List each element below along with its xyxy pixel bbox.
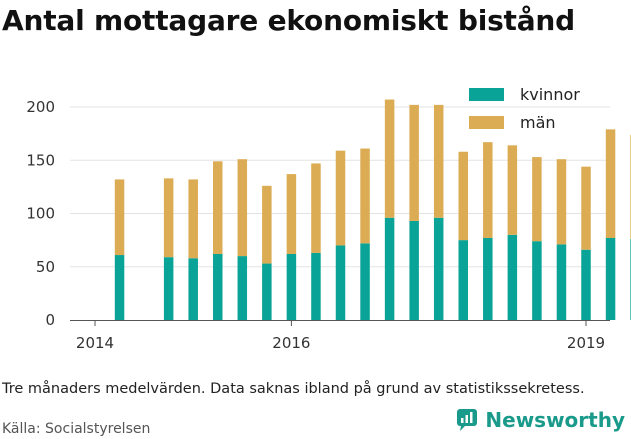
footnote: Tre månaders medelvärden. Data saknas ib… xyxy=(2,381,585,397)
x-tick-label: 2019 xyxy=(567,334,605,352)
bar-man xyxy=(237,159,248,257)
legend-label: män xyxy=(520,113,556,132)
y-axis-ticks: 0 50 100 150 200 xyxy=(26,98,55,329)
newsworthy-logo-text: Newsworthy xyxy=(485,408,625,432)
legend-swatch xyxy=(469,88,504,101)
legend-swatch xyxy=(469,116,504,129)
bar-kvinnor xyxy=(262,263,272,320)
bar-kvinnor xyxy=(114,255,125,320)
bar-kvinnor xyxy=(213,253,223,320)
bar-man xyxy=(532,157,542,242)
x-axis: 20142016201920212023 xyxy=(70,320,610,352)
bar-kvinnor xyxy=(384,217,395,320)
bar-man xyxy=(163,178,174,258)
legend-label: kvinnor xyxy=(520,85,580,104)
newsworthy-logo-icon xyxy=(457,409,478,431)
y-tick-label: 100 xyxy=(26,205,55,223)
bar-kvinnor xyxy=(581,249,591,320)
x-tick-label: 2014 xyxy=(76,334,114,352)
bar-man xyxy=(384,99,395,218)
bar-kvinnor xyxy=(188,258,198,320)
bar-kvinnor xyxy=(556,244,567,320)
bar-kvinnor xyxy=(286,253,297,320)
bar-kvinnor xyxy=(458,240,468,320)
bar-kvinnor xyxy=(335,245,346,320)
bar-man xyxy=(581,166,591,250)
bar-kvinnor xyxy=(532,241,542,320)
chart-title: Antal mottagare ekonomiskt bistånd xyxy=(2,4,576,37)
y-tick-label: 200 xyxy=(26,98,55,116)
bar-man xyxy=(483,142,493,238)
bar-kvinnor xyxy=(605,237,616,320)
bar-man xyxy=(556,159,567,245)
bar-kvinnor xyxy=(409,220,419,320)
bar-man xyxy=(286,174,297,254)
bar-man xyxy=(409,104,419,221)
bar-kvinnor xyxy=(163,257,174,320)
bar-kvinnor xyxy=(507,234,518,320)
bar-man xyxy=(335,150,346,246)
newsworthy-logo: Newsworthy xyxy=(456,408,625,432)
bar-man xyxy=(311,163,321,253)
bar-man xyxy=(433,104,444,218)
bar-man xyxy=(188,179,198,259)
bar-man xyxy=(360,148,370,244)
bar-kvinnor xyxy=(237,256,248,320)
bar-man xyxy=(507,145,518,235)
x-tick-label: 2016 xyxy=(272,334,310,352)
bar-kvinnor xyxy=(433,217,444,320)
bars xyxy=(114,99,631,320)
y-tick-label: 0 xyxy=(45,311,55,329)
y-tick-label: 50 xyxy=(36,258,55,276)
bar-man xyxy=(213,161,223,254)
y-tick-label: 150 xyxy=(26,151,55,169)
source-credit: Källa: Socialstyrelsen xyxy=(2,421,151,437)
bar-man xyxy=(605,129,616,238)
legend: kvinnor män xyxy=(469,85,580,132)
bar-man xyxy=(114,179,125,256)
bar-kvinnor xyxy=(483,237,493,320)
bar-kvinnor xyxy=(360,243,370,320)
bar-kvinnor xyxy=(311,252,321,320)
bar-man xyxy=(458,151,468,241)
bar-man xyxy=(262,185,272,264)
